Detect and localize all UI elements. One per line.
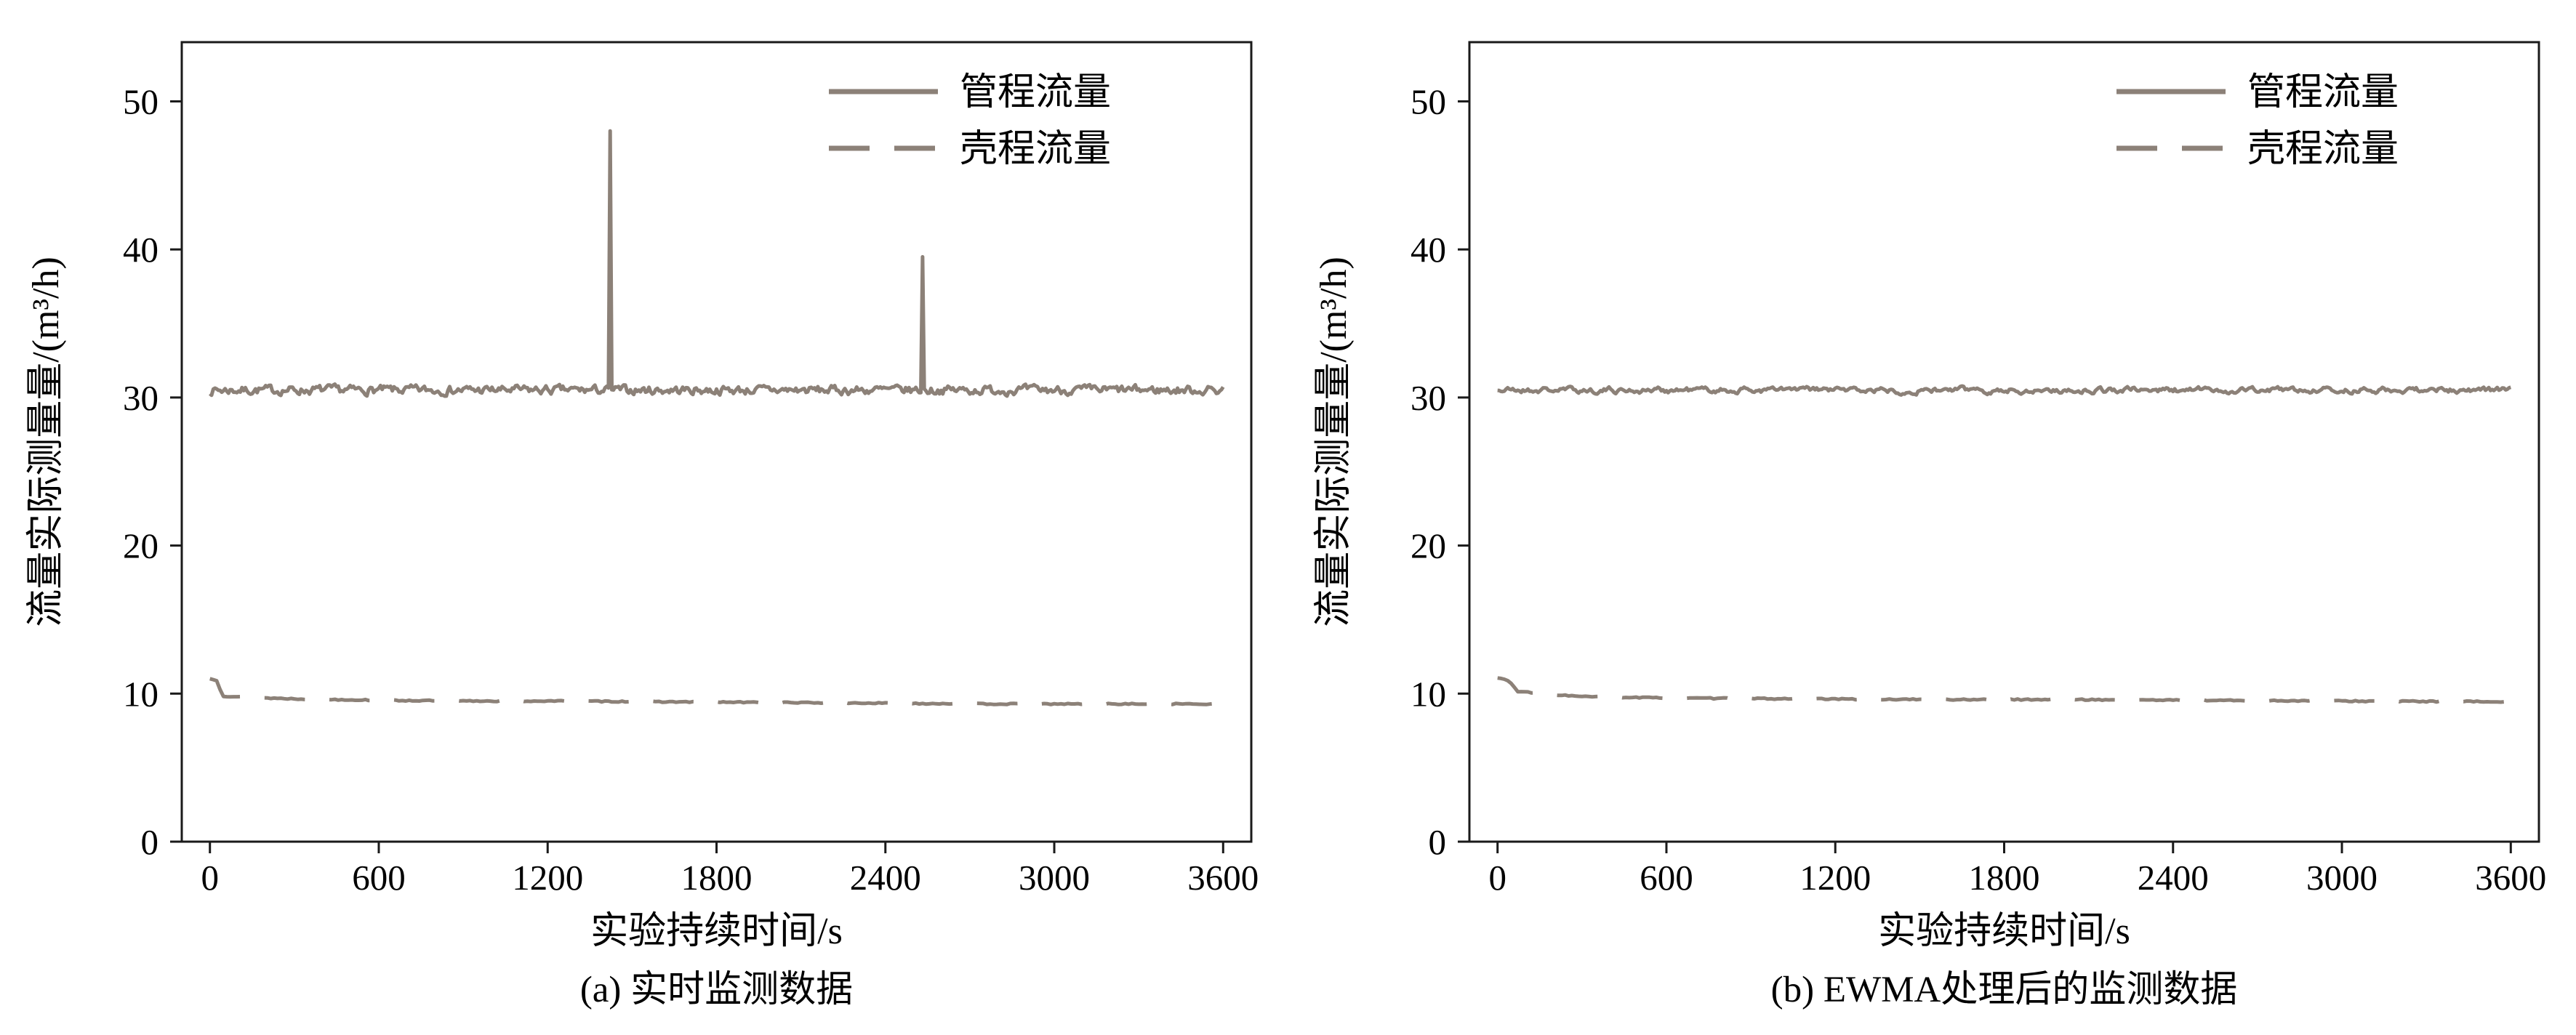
legend-entry-label: 壳程流量 (2247, 129, 2399, 170)
y-tick-label: 40 (123, 230, 159, 270)
y-axis-label: 流量实际测量量/(m³/h) (1313, 257, 1355, 627)
x-axis-label: 实验持续时间/s (1878, 911, 2130, 952)
chart-caption: (b) EWMA处理后的监测数据 (1771, 970, 2238, 1010)
y-tick-label: 10 (1411, 674, 1446, 714)
chart-b-block: 0 600 1200 1800 2400 3000 3600 0 10 20 30 40 50 实验持续时… (1288, 13, 2575, 1023)
y-tick-label: 0 (141, 822, 159, 862)
x-tick-label: 1800 (681, 858, 753, 898)
x-tick-label: 2400 (2138, 858, 2209, 898)
x-tick-label: 1200 (512, 858, 583, 898)
x-tick-label: 600 (1640, 858, 1693, 898)
legend-entry-label: 壳程流量 (960, 129, 1111, 170)
y-axis-label: 流量实际测量量/(m³/h) (25, 257, 67, 627)
y-tick-label: 0 (1429, 822, 1447, 862)
chart-a-canvas: 0 600 1200 1800 2400 3000 3600 0 10 20 30 40 50 实验持续时… (25, 41, 1259, 1010)
x-tick-label: 1200 (1799, 858, 1871, 898)
series-line-solid (1497, 384, 2512, 397)
x-tick-label: 2400 (850, 858, 921, 898)
y-tick-label: 50 (123, 81, 159, 121)
x-tick-label: 3000 (1019, 858, 1090, 898)
chart-a-block: 0 600 1200 1800 2400 3000 3600 0 10 20 30 40 50 实验持续时… (0, 13, 1288, 1023)
series-line-dashed (1497, 676, 2511, 704)
y-tick-label: 20 (123, 526, 159, 566)
x-tick-label: 0 (1488, 858, 1506, 898)
x-tick-label: 600 (352, 858, 406, 898)
legend-entry-label: 管程流量 (960, 72, 1111, 113)
series-line-solid (209, 129, 1225, 398)
y-tick-label: 20 (1411, 526, 1446, 566)
x-tick-label: 0 (201, 858, 219, 898)
x-tick-label: 1800 (1969, 858, 2040, 898)
series-line-dashed (209, 677, 1224, 706)
x-tick-label: 3600 (1187, 858, 1259, 898)
x-axis-label: 实验持续时间/s (590, 911, 843, 952)
y-tick-label: 50 (1411, 81, 1446, 121)
y-tick-label: 10 (123, 674, 159, 714)
y-tick-label: 30 (1411, 378, 1446, 418)
chart-b-canvas: 0 600 1200 1800 2400 3000 3600 0 10 20 30 40 50 实验持续时… (1313, 41, 2546, 1010)
y-tick-label: 40 (1411, 230, 1446, 270)
chart-caption: (a) 实时监测数据 (580, 970, 853, 1010)
y-tick-label: 30 (123, 378, 159, 418)
x-tick-label: 3000 (2306, 858, 2378, 898)
x-tick-label: 3600 (2475, 858, 2546, 898)
legend-entry-label: 管程流量 (2247, 72, 2399, 113)
